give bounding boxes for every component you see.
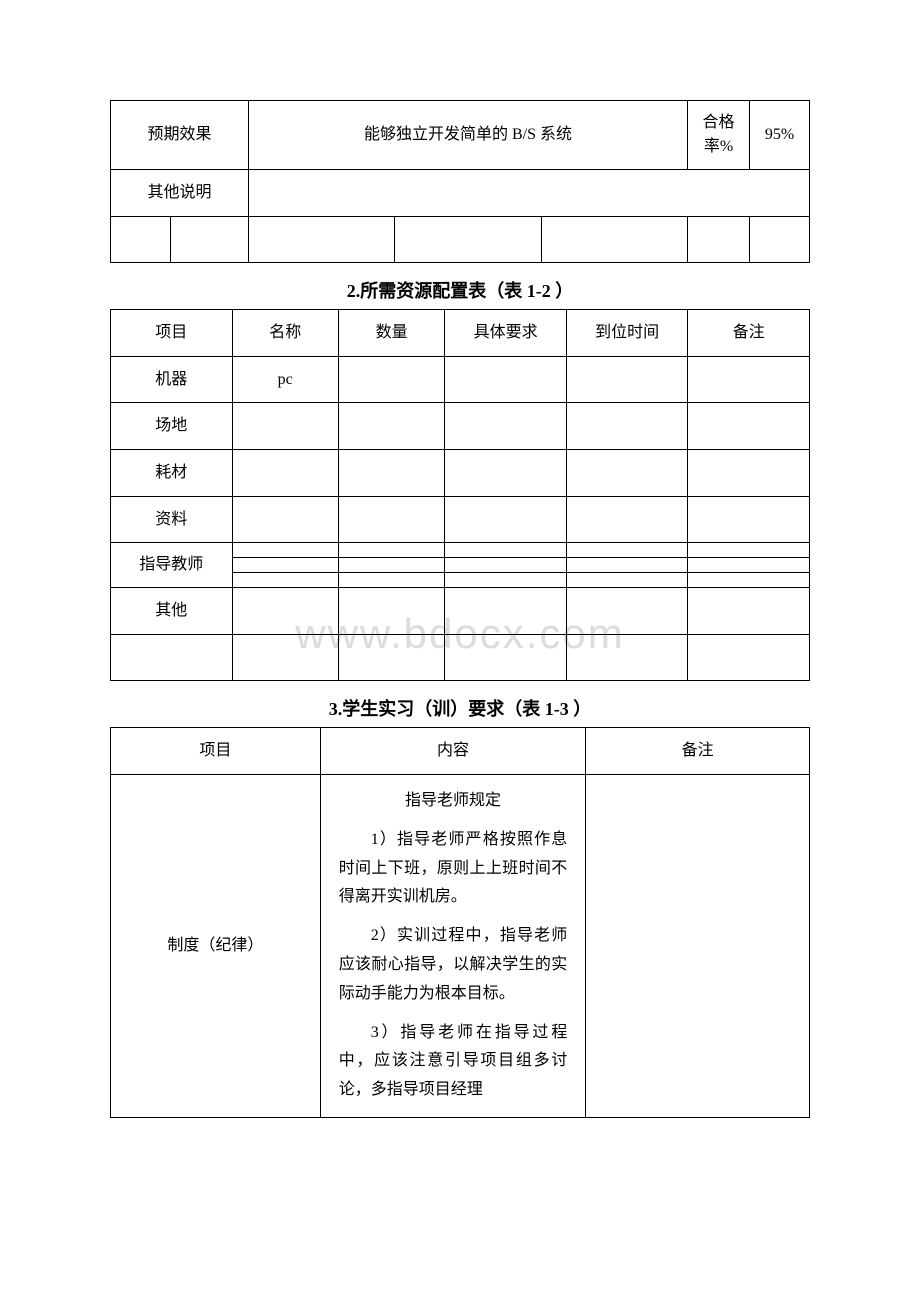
cell-empty — [232, 403, 338, 450]
table-expected-effect: 预期效果 能够独立开发简单的 B/S 系统 合格率% 95% 其他说明 — [110, 100, 810, 263]
cell-content: 指导老师规定 1）指导老师严格按照作息时间上下班，原则上上班时间不得离开实训机房… — [320, 774, 586, 1117]
cell-empty — [566, 356, 688, 403]
cell-item: 制度（纪律） — [111, 774, 321, 1117]
table-row — [111, 216, 810, 263]
cell-empty — [566, 496, 688, 543]
cell-empty — [338, 543, 444, 558]
cell-empty — [445, 558, 567, 573]
cell-empty — [586, 774, 810, 1117]
cell-empty — [688, 356, 810, 403]
content-paragraph: 1）指导老师严格按照作息时间上下班，原则上上班时间不得离开实训机房。 — [339, 826, 568, 912]
cell-empty — [566, 543, 688, 558]
cell-empty — [688, 588, 810, 635]
cell-empty — [338, 573, 444, 588]
cell-empty — [566, 558, 688, 573]
header-cell: 数量 — [338, 310, 444, 357]
cell-empty — [338, 449, 444, 496]
cell-empty — [249, 216, 395, 263]
cell-empty — [232, 573, 338, 588]
cell-empty — [445, 573, 567, 588]
cell-empty — [541, 216, 687, 263]
cell-empty — [445, 449, 567, 496]
header-cell: 项目 — [111, 310, 233, 357]
content-heading: 指导老师规定 — [339, 787, 568, 816]
cell-empty — [566, 634, 688, 681]
cell-empty — [232, 496, 338, 543]
cell-label: 其他说明 — [111, 170, 249, 217]
table-row — [111, 634, 810, 681]
cell-empty — [111, 216, 171, 263]
cell-item: 其他 — [111, 588, 233, 635]
header-cell: 备注 — [586, 728, 810, 775]
cell-item: 资料 — [111, 496, 233, 543]
cell-empty — [338, 588, 444, 635]
cell-empty — [445, 496, 567, 543]
cell-empty — [445, 403, 567, 450]
table-row: 机器 pc — [111, 356, 810, 403]
cell-empty — [688, 543, 810, 558]
cell-empty — [171, 216, 249, 263]
header-cell: 备注 — [688, 310, 810, 357]
cell-empty — [232, 543, 338, 558]
cell-empty — [338, 558, 444, 573]
table-header-row: 项目 名称 数量 具体要求 到位时间 备注 — [111, 310, 810, 357]
cell-empty — [566, 449, 688, 496]
cell-empty — [232, 634, 338, 681]
cell-empty — [395, 216, 541, 263]
header-cell: 内容 — [320, 728, 586, 775]
cell-item: 指导教师 — [111, 543, 233, 588]
cell-empty — [688, 403, 810, 450]
table2-title: 2.所需资源配置表（表 1-2 ） — [110, 277, 810, 303]
cell-empty — [445, 356, 567, 403]
cell-empty — [566, 588, 688, 635]
table-resource-config: 项目 名称 数量 具体要求 到位时间 备注 机器 pc 场地 耗材 资料 — [110, 309, 810, 681]
cell-empty — [445, 588, 567, 635]
table-row: 耗材 — [111, 449, 810, 496]
header-cell: 项目 — [111, 728, 321, 775]
cell-empty — [688, 216, 750, 263]
cell-desc: 能够独立开发简单的 B/S 系统 — [249, 101, 688, 170]
table-row: 制度（纪律） 指导老师规定 1）指导老师严格按照作息时间上下班，原则上上班时间不… — [111, 774, 810, 1117]
table3-title: 3.学生实习（训）要求（表 1-3 ） — [110, 695, 810, 721]
cell-empty — [249, 170, 810, 217]
cell-empty — [338, 496, 444, 543]
content-paragraph: 2）实训过程中，指导老师应该耐心指导，以解决学生的实际动手能力为根本目标。 — [339, 922, 568, 1008]
table-row: 其他 — [111, 588, 810, 635]
table-header-row: 项目 内容 备注 — [111, 728, 810, 775]
header-cell: 到位时间 — [566, 310, 688, 357]
cell-empty — [232, 558, 338, 573]
cell-empty — [688, 558, 810, 573]
header-cell: 具体要求 — [445, 310, 567, 357]
cell-empty — [688, 449, 810, 496]
table-row: 其他说明 — [111, 170, 810, 217]
cell-empty — [566, 573, 688, 588]
cell-item: 场地 — [111, 403, 233, 450]
cell-empty — [232, 588, 338, 635]
cell-label: 预期效果 — [111, 101, 249, 170]
cell-rate-value: 95% — [750, 101, 810, 170]
cell-empty — [750, 216, 810, 263]
cell-empty — [232, 449, 338, 496]
cell-item: 机器 — [111, 356, 233, 403]
cell-empty — [688, 634, 810, 681]
table-student-requirements: 项目 内容 备注 制度（纪律） 指导老师规定 1）指导老师严格按照作息时间上下班… — [110, 727, 810, 1118]
cell-empty — [688, 496, 810, 543]
content-paragraph: 3）指导老师在指导过程中，应该注意引导项目组多讨论，多指导项目经理 — [339, 1019, 568, 1105]
cell-empty — [566, 403, 688, 450]
cell-empty — [111, 634, 233, 681]
table-row: 资料 — [111, 496, 810, 543]
cell-empty — [338, 403, 444, 450]
cell-empty — [445, 543, 567, 558]
cell-rate-label: 合格率% — [688, 101, 750, 170]
table-row: 指导教师 — [111, 543, 810, 558]
cell-empty — [445, 634, 567, 681]
cell-item: 耗材 — [111, 449, 233, 496]
cell-empty — [688, 573, 810, 588]
cell-empty — [338, 634, 444, 681]
table-row: 场地 — [111, 403, 810, 450]
header-cell: 名称 — [232, 310, 338, 357]
cell-name: pc — [232, 356, 338, 403]
cell-empty — [338, 356, 444, 403]
table-row: 预期效果 能够独立开发简单的 B/S 系统 合格率% 95% — [111, 101, 810, 170]
